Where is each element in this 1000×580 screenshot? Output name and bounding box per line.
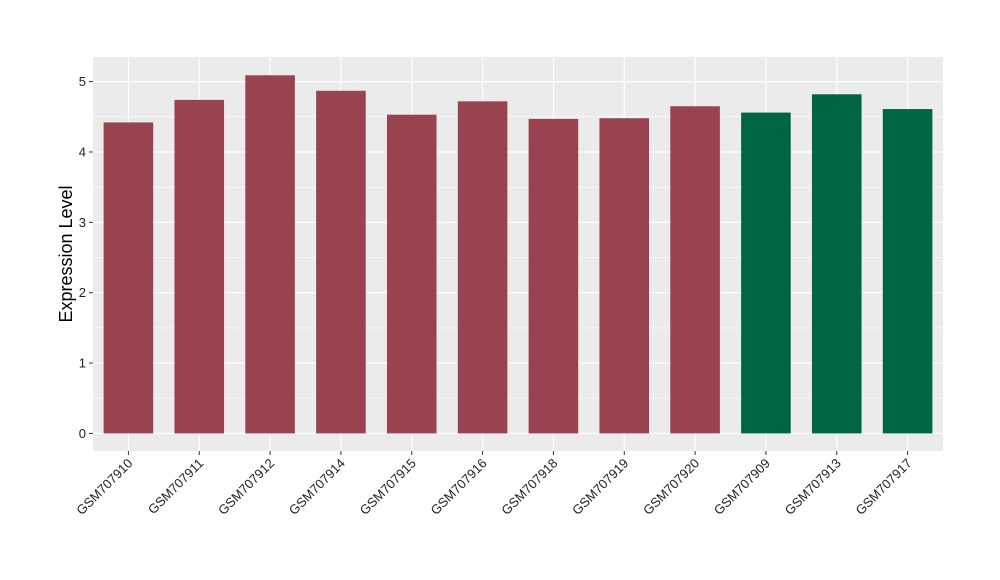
bar-gsm707915 (386, 114, 437, 434)
y-axis: 0 1 2 3 4 5 (79, 74, 93, 441)
y-tick-label: 4 (79, 144, 86, 159)
x-tick-label: GSM707910 (73, 456, 135, 518)
bar-gsm707911 (174, 99, 225, 434)
y-tick-label: 3 (79, 215, 86, 230)
x-tick-label: GSM707914 (286, 456, 348, 518)
x-tick-label: GSM707909 (711, 456, 773, 518)
x-tick-label: GSM707911 (145, 456, 207, 518)
x-axis: GSM707910 GSM707911 GSM707912 GSM707914 GSM7… (73, 451, 915, 518)
bar-gsm707916 (457, 101, 508, 434)
bar-gsm707920 (670, 106, 720, 434)
y-tick-label: 0 (79, 426, 86, 441)
bar-gsm707914 (316, 90, 366, 434)
minor-gridlines (93, 116, 943, 399)
x-tick-label: GSM707920 (640, 456, 702, 518)
x-tick-label: GSM707919 (569, 456, 631, 518)
x-tick-label: GSM707916 (427, 456, 489, 518)
bar-gsm707912 (245, 75, 295, 434)
x-tick-label: GSM707913 (782, 456, 844, 518)
plot-panel (93, 57, 943, 451)
y-tick-label: 2 (79, 285, 86, 300)
x-tick-label: GSM707915 (357, 456, 419, 518)
x-tick-label: GSM707918 (498, 456, 560, 518)
bar-gsm707913 (811, 94, 862, 434)
x-tick-label: GSM707917 (852, 456, 914, 518)
bar-gsm707919 (599, 118, 650, 434)
y-tick-label: 5 (79, 74, 86, 89)
x-tick-label: GSM707912 (215, 456, 277, 518)
bars (103, 75, 933, 434)
y-tick-label: 1 (79, 356, 86, 371)
bar-gsm707918 (528, 118, 579, 434)
bar-gsm707917 (882, 109, 933, 434)
bar-gsm707910 (103, 122, 154, 434)
y-axis-title: Expression Level (56, 185, 76, 322)
bar-gsm707909 (741, 112, 791, 434)
